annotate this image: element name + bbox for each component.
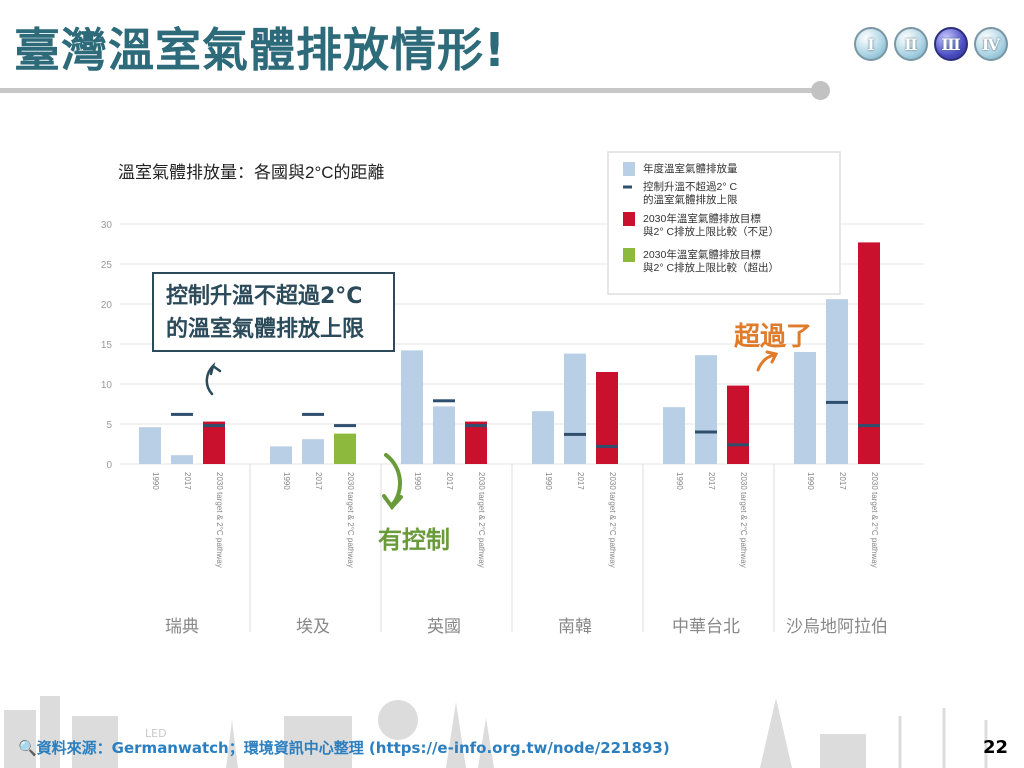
x-tick-label: 2030 target & 2°C pathway [608,472,617,568]
limit-marker [302,412,324,416]
nav-button-1[interactable]: Ⅰ [854,27,888,61]
bar [171,455,193,464]
x-tick-label: 2030 target & 2°C pathway [477,472,486,568]
x-tick-label: 2030 target & 2°C pathway [739,472,748,568]
chart-title: 溫室氣體排放量：各國與2°C的距離 [118,163,385,182]
x-tick-label: 1990 [282,472,291,490]
limit-marker [171,412,193,416]
country-label: 瑞典 [165,617,199,636]
country-label: 中華台北 [672,617,740,636]
legend-box [607,151,841,295]
legend-label-continued: 與2° C排放上限比較（超出） [643,261,779,274]
bar [532,411,554,464]
legend-label-continued: 的溫室氣體排放上限 [643,193,738,206]
legend-label-continued: 與2° C排放上限比較（不足） [643,225,779,238]
limit-marker [433,399,455,403]
chart-canvas: 溫室氣體排放量：各國與2°C的距離 0 5 10 15 20 25 30 1990 2017 203… [101,151,924,636]
bar [465,421,487,464]
country-label: 沙烏地阿拉伯 [786,617,888,636]
country-label: 南韓 [558,617,592,636]
nav-button-2[interactable]: Ⅱ [894,27,928,61]
controlled-note: 有控制 [378,526,450,554]
legend-swatch [623,162,635,176]
source-citation: 🔍資料來源：Germanwatch；環境資訊中心整理 (https://e-in… [18,739,670,757]
bar [270,446,292,464]
y-tick-label: 20 [101,300,113,311]
legend-swatch [623,185,632,189]
bar [302,439,324,464]
x-tick-label: 2030 target & 2°C pathway [215,472,224,568]
footer-skyline-illustration [4,696,988,768]
limit-marker [465,424,487,428]
bar [596,372,618,464]
limit-marker [334,424,356,428]
legend-label: 2030年溫室氣體排放目標 [643,248,761,261]
x-tick-label: 1990 [413,472,422,490]
callout-line-2: 的溫室氣體排放上限 [166,317,365,342]
bar [139,427,161,464]
y-tick-label: 30 [101,220,113,231]
led-label: LED [145,727,167,740]
limit-marker [596,444,618,448]
bar [401,350,423,464]
bar [663,407,685,464]
country-label: 英國 [427,617,461,636]
limit-callout: 控制升溫不超過2°C 的溫室氣體排放上限 [152,272,395,352]
section-nav: Ⅰ Ⅱ Ⅲ Ⅳ [854,27,1008,61]
x-tick-label: 2017 [707,472,716,490]
limit-marker [695,430,717,434]
legend-swatch [623,248,635,262]
x-tick-label: 2030 target & 2°C pathway [346,472,355,568]
country-label: 埃及 [296,617,330,636]
x-tick-label: 2017 [314,472,323,490]
legend-label: 控制升溫不超過2° C [643,180,737,193]
x-tick-label: 1990 [806,472,815,490]
bar [564,353,586,464]
x-tick-label: 2017 [183,472,192,490]
nav-button-3[interactable]: Ⅲ [934,27,968,61]
y-tick-label: 5 [106,420,112,431]
x-tick-label: 1990 [544,472,553,490]
nav-button-4[interactable]: Ⅳ [974,27,1008,61]
y-tick-label: 0 [106,460,112,471]
bar [858,242,880,464]
y-tick-label: 10 [101,380,113,391]
limit-marker [203,424,225,428]
limit-marker [858,424,880,428]
limit-marker [564,432,586,436]
x-tick-label: 2017 [838,472,847,490]
limit-marker [826,400,848,404]
x-tick-label: 1990 [151,472,160,490]
bar [794,352,816,464]
bar [433,406,455,464]
x-tick-label: 2030 target & 2°C pathway [870,472,879,568]
legend-swatch [623,212,635,226]
slide-title: 臺灣溫室氣體排放情形! [14,23,506,77]
emissions-chart: 溫室氣體排放量：各國與2°C的距離 0 5 10 15 20 25 30 1990 2017 203… [96,142,934,652]
divider-end-dot [811,81,830,100]
x-tick-label: 2017 [445,472,454,490]
exceeded-note: 超過了 [734,322,813,352]
bar [203,421,225,464]
bar [727,385,749,464]
y-tick-label: 25 [101,260,113,271]
y-tick-label: 15 [101,340,113,351]
page-number: 22 [982,737,1008,758]
title-divider [0,88,815,93]
limit-marker [727,443,749,447]
legend-label: 2030年溫室氣體排放目標 [643,212,761,225]
bar [695,355,717,464]
legend-label: 年度溫室氣體排放量 [643,162,738,175]
x-tick-label: 1990 [675,472,684,490]
bar [826,299,848,464]
x-tick-label: 2017 [576,472,585,490]
callout-line-1: 控制升溫不超過2°C [166,284,363,309]
bar [334,433,356,464]
